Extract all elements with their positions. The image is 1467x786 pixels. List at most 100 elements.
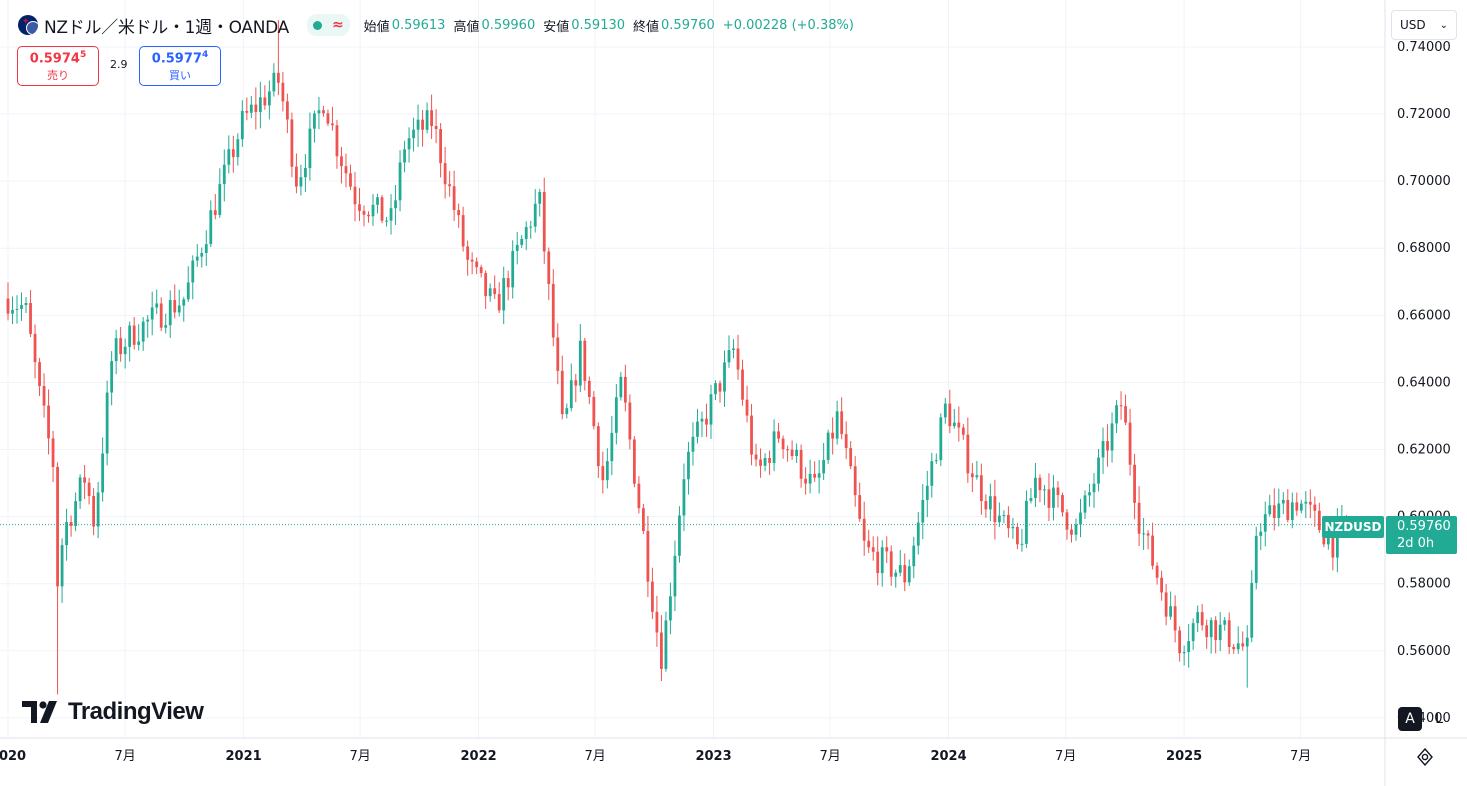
candle xyxy=(727,335,731,368)
candle xyxy=(529,220,533,239)
tradingview-logo[interactable]: TradingView xyxy=(22,698,204,726)
candle xyxy=(1299,499,1303,514)
open-value: 0.59613 xyxy=(391,17,446,33)
candle xyxy=(1088,483,1091,507)
candle xyxy=(511,240,515,299)
buy-price: 0.5977 xyxy=(151,51,202,67)
candle xyxy=(894,569,898,588)
candle xyxy=(804,467,808,495)
candle xyxy=(687,441,690,495)
price-tick-label: 0.56000 xyxy=(1397,644,1451,659)
candle xyxy=(263,85,267,110)
symbol-title[interactable]: NZドル／米ドル・1週・OANDA xyxy=(44,17,289,38)
sell-button[interactable]: 0.59745 売り xyxy=(17,46,99,86)
candle xyxy=(213,194,217,220)
candle xyxy=(533,189,537,233)
candle xyxy=(1187,624,1191,668)
candle xyxy=(313,110,316,143)
candle xyxy=(443,146,447,199)
candle xyxy=(795,443,799,463)
currency-select[interactable]: USD ⌄ xyxy=(1391,10,1457,40)
candle xyxy=(840,397,844,440)
candle xyxy=(245,97,249,121)
candle xyxy=(1164,584,1168,626)
candle xyxy=(475,257,479,275)
candle xyxy=(1205,619,1209,649)
last-price-value: 0.59760 xyxy=(1397,519,1451,534)
candle xyxy=(362,205,366,227)
candle xyxy=(1259,523,1263,551)
candle xyxy=(173,284,177,319)
candle xyxy=(786,445,789,462)
candle xyxy=(763,453,767,472)
candle xyxy=(862,501,866,556)
candle xyxy=(691,422,695,466)
candle xyxy=(285,93,289,134)
candle xyxy=(1106,424,1109,467)
candle xyxy=(110,351,114,406)
tv-logo-icon xyxy=(22,701,57,723)
candle xyxy=(880,540,884,587)
candle xyxy=(565,403,569,419)
candle xyxy=(65,508,68,561)
symbol-price-label: NZDUSD xyxy=(1322,516,1384,538)
candle xyxy=(308,112,312,181)
candle xyxy=(1227,612,1231,655)
candle xyxy=(87,477,91,505)
candle xyxy=(867,529,871,553)
candle xyxy=(398,150,402,212)
candle xyxy=(1200,603,1204,631)
candle xyxy=(317,96,321,130)
candle xyxy=(349,164,352,190)
sell-label: 売り xyxy=(47,69,69,83)
candle xyxy=(128,321,132,362)
candle xyxy=(799,444,803,488)
candle xyxy=(551,269,555,347)
candle xyxy=(1254,526,1258,590)
log-scale-button[interactable]: L xyxy=(1435,711,1443,727)
candle xyxy=(619,371,623,401)
candle xyxy=(425,102,429,134)
candle xyxy=(1151,522,1155,570)
candle xyxy=(660,615,663,681)
candle xyxy=(961,424,965,440)
candle xyxy=(1317,502,1321,533)
chevron-down-icon: ⌄ xyxy=(1439,19,1448,31)
approx-data-icon: ≈ xyxy=(331,17,344,33)
candle xyxy=(200,247,204,268)
market-status-pill[interactable]: ≈ xyxy=(306,14,350,36)
candle xyxy=(718,380,722,403)
price-tick-label: 0.58000 xyxy=(1397,577,1451,592)
candle xyxy=(524,221,528,251)
candle xyxy=(249,95,253,119)
buy-button[interactable]: 0.59774 買い xyxy=(139,46,221,86)
candle xyxy=(876,536,880,586)
candle xyxy=(930,452,934,498)
candle xyxy=(871,536,875,561)
auto-scale-button[interactable]: A xyxy=(1398,707,1422,731)
candle xyxy=(141,317,145,351)
candle xyxy=(407,127,411,163)
price-tick-label: 0.64000 xyxy=(1397,375,1451,390)
candle xyxy=(844,421,848,460)
candle xyxy=(227,135,231,174)
candle xyxy=(569,363,573,412)
candle xyxy=(705,403,708,437)
candle xyxy=(1331,531,1335,571)
candle xyxy=(754,443,758,467)
candle xyxy=(461,206,465,252)
candle xyxy=(137,324,141,351)
candle xyxy=(376,193,379,214)
candle xyxy=(898,550,902,577)
candle xyxy=(664,611,668,672)
candle xyxy=(817,459,821,494)
candle xyxy=(1191,618,1195,650)
settings-gear-icon[interactable] xyxy=(1413,745,1437,769)
candle xyxy=(1272,488,1276,531)
candle xyxy=(808,459,812,494)
candle xyxy=(470,252,474,275)
candle xyxy=(979,463,983,515)
candle xyxy=(295,153,298,194)
candle xyxy=(466,240,470,276)
